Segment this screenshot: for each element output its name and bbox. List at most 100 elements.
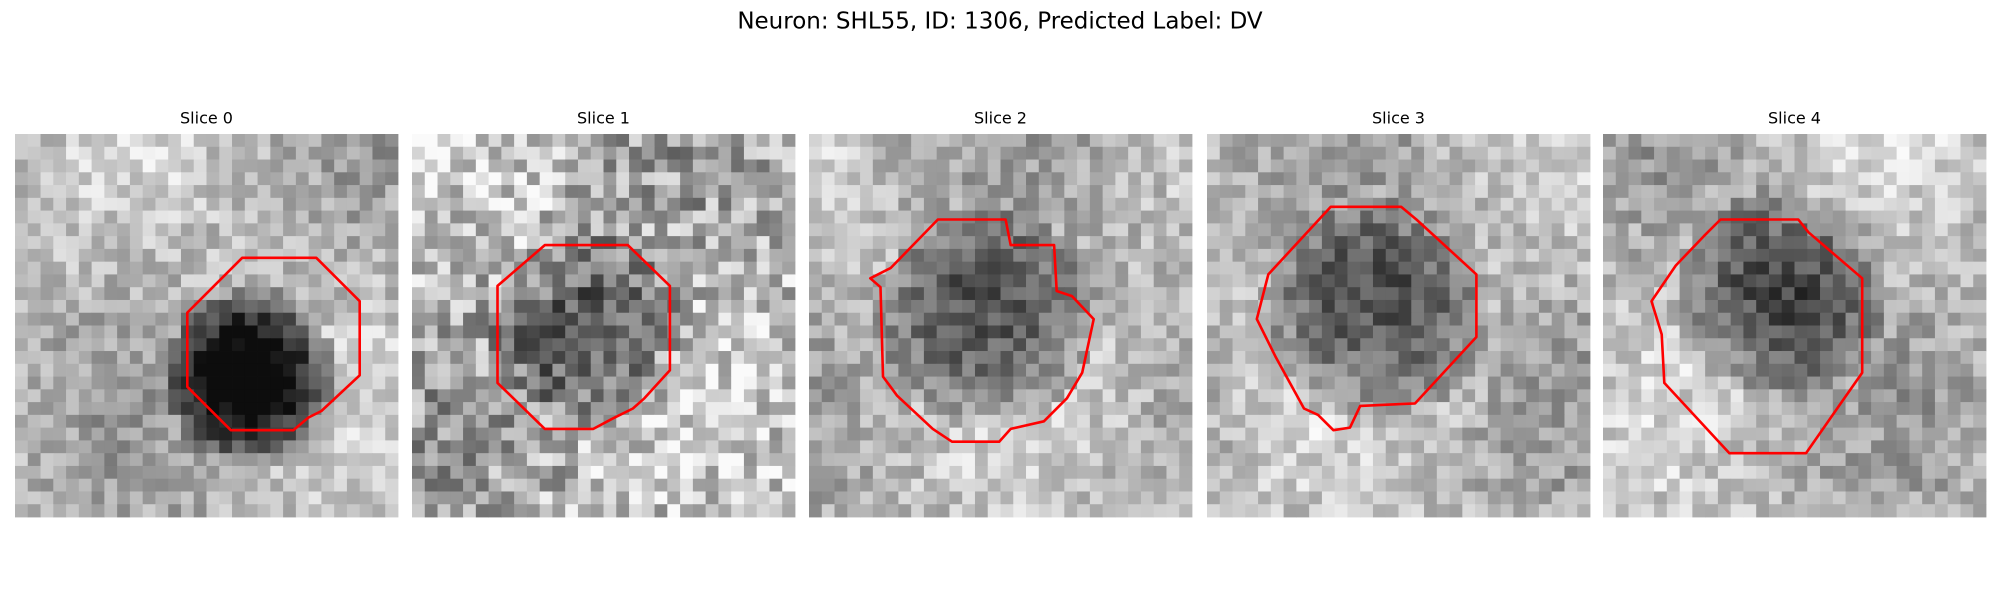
pixel xyxy=(155,478,169,492)
pixel xyxy=(1077,197,1091,211)
pixel xyxy=(1064,478,1078,492)
pixel xyxy=(372,389,386,403)
pixel xyxy=(1768,134,1783,148)
pixel xyxy=(40,236,54,250)
pixel xyxy=(974,197,989,211)
pixel xyxy=(1858,223,1872,237)
pixel xyxy=(142,172,156,186)
pixel xyxy=(1232,261,1246,275)
pixel xyxy=(1077,172,1091,186)
pixel xyxy=(565,134,579,148)
pixel xyxy=(1756,376,1770,390)
pixel xyxy=(603,465,617,480)
pixel xyxy=(834,453,848,467)
pixel xyxy=(1232,223,1246,237)
pixel xyxy=(1372,414,1387,429)
pixel xyxy=(565,389,579,403)
pixel xyxy=(1219,440,1233,454)
pixel xyxy=(372,414,386,429)
pixel xyxy=(1564,465,1578,480)
pixel xyxy=(782,185,796,199)
pixel xyxy=(1140,478,1155,492)
pixel xyxy=(1372,185,1387,199)
pixel xyxy=(1730,185,1744,199)
pixel xyxy=(1756,274,1770,288)
pixel xyxy=(244,261,258,275)
pixel xyxy=(1207,159,1221,173)
pixel xyxy=(180,465,195,480)
pixel xyxy=(219,134,233,148)
pixel xyxy=(629,504,643,518)
pixel xyxy=(731,134,745,148)
pixel xyxy=(1321,363,1336,377)
pixel xyxy=(475,236,489,250)
pixel xyxy=(654,299,668,314)
pixel xyxy=(1934,363,1949,377)
pixel xyxy=(1641,376,1655,390)
pixel xyxy=(718,287,732,301)
pixel xyxy=(1411,197,1425,211)
pixel xyxy=(834,504,848,518)
pixel xyxy=(424,248,438,263)
pixel xyxy=(1232,172,1246,186)
pixel xyxy=(923,351,938,365)
pixel xyxy=(1666,376,1680,390)
pixel xyxy=(1166,325,1180,339)
pixel xyxy=(654,453,668,467)
pixel xyxy=(1564,274,1578,288)
pixel xyxy=(1051,223,1065,237)
pixel xyxy=(1270,427,1284,441)
pixel xyxy=(1089,414,1104,429)
pixel xyxy=(539,159,553,173)
pixel xyxy=(27,504,41,518)
pixel xyxy=(1960,159,1974,173)
pixel xyxy=(1743,389,1757,403)
pixel xyxy=(1077,440,1091,454)
pixel xyxy=(168,478,182,492)
pixel xyxy=(1283,491,1297,505)
pixel xyxy=(1768,299,1783,314)
pixel xyxy=(1219,312,1233,326)
pixel xyxy=(885,402,899,416)
pixel xyxy=(91,299,105,314)
pixel xyxy=(372,274,386,288)
pixel xyxy=(1449,465,1463,480)
pixel xyxy=(1705,146,1719,160)
pixel xyxy=(1026,338,1040,352)
pixel xyxy=(1500,402,1514,416)
pixel xyxy=(1013,210,1027,224)
pixel xyxy=(1424,338,1438,352)
pixel xyxy=(1013,491,1027,505)
pixel xyxy=(1705,210,1719,224)
pixel xyxy=(1207,299,1221,314)
pixel xyxy=(1743,223,1757,237)
pixel xyxy=(526,389,541,403)
pixel xyxy=(1166,440,1180,454)
pixel xyxy=(1436,465,1450,480)
pixel xyxy=(91,287,105,301)
pixel xyxy=(437,453,451,467)
pixel xyxy=(1692,197,1706,211)
pixel xyxy=(1449,261,1463,275)
pixel xyxy=(1089,197,1104,211)
pixel xyxy=(1140,491,1155,505)
pixel xyxy=(359,287,373,301)
pixel xyxy=(1140,504,1155,518)
pixel xyxy=(1051,453,1065,467)
pixel xyxy=(1768,440,1783,454)
pixel xyxy=(1321,248,1336,263)
pixel xyxy=(1526,287,1540,301)
pixel xyxy=(1896,325,1910,339)
pixel xyxy=(1102,504,1116,518)
pixel xyxy=(1794,414,1808,429)
pixel xyxy=(142,453,156,467)
pixel xyxy=(1283,197,1297,211)
pixel xyxy=(616,248,630,263)
pixel xyxy=(1385,172,1399,186)
pixel xyxy=(1140,223,1155,237)
pixel xyxy=(692,389,707,403)
pixel xyxy=(244,402,258,416)
pixel xyxy=(129,389,144,403)
pixel xyxy=(1500,134,1514,148)
pixel xyxy=(168,274,182,288)
